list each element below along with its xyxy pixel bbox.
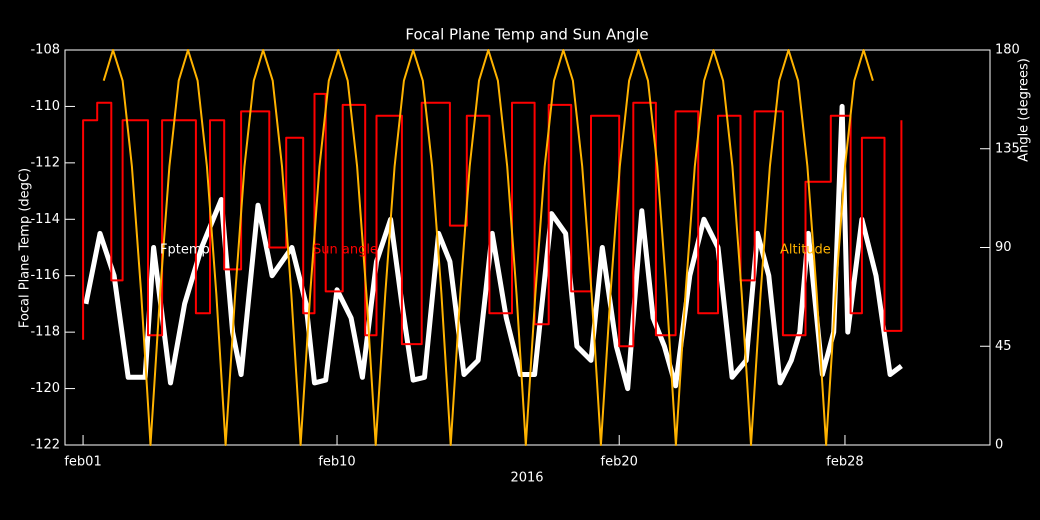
series-line <box>82 92 903 348</box>
x-tick-label: feb28 <box>826 455 863 470</box>
y-tick-label: -112 <box>30 155 60 170</box>
series-line <box>102 49 874 446</box>
legend-label: Fptemp <box>160 243 210 258</box>
y-tick-label: -114 <box>30 212 60 227</box>
y2-tick-label: 90 <box>995 240 1012 255</box>
y2-tick-label: 0 <box>995 438 1003 453</box>
y2-tick-label: 45 <box>995 339 1012 354</box>
legend-label: Altitude <box>780 243 831 258</box>
y2-axis-label: Angle (degrees) <box>1017 58 1032 162</box>
x-tick-label: feb01 <box>64 455 101 470</box>
y-tick-label: -120 <box>30 381 60 396</box>
series-line <box>83 103 903 392</box>
y-tick-label: -110 <box>30 99 60 114</box>
x-tick-label: feb20 <box>601 455 638 470</box>
x-tick-label: feb10 <box>318 455 355 470</box>
y2-tick-label: 180 <box>995 43 1020 58</box>
chart-title: Focal Plane Temp and Sun Angle <box>405 26 648 44</box>
y-tick-label: -118 <box>30 325 60 340</box>
y-tick-label: -108 <box>30 43 60 58</box>
legend-label: Sun angle <box>313 243 378 258</box>
x-axis-label: 2016 <box>510 471 543 486</box>
y-axis-label: Focal Plane Temp (degC) <box>18 168 33 328</box>
y2-tick-label: 135 <box>995 141 1020 156</box>
y-tick-label: -116 <box>30 268 60 283</box>
y-tick-label: -122 <box>30 438 60 453</box>
